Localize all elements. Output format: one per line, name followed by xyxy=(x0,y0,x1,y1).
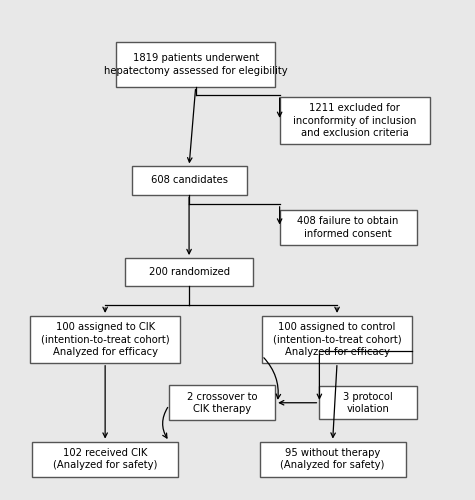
Text: 608 candidates: 608 candidates xyxy=(151,176,228,186)
FancyBboxPatch shape xyxy=(32,442,178,477)
FancyBboxPatch shape xyxy=(280,210,417,245)
FancyBboxPatch shape xyxy=(169,385,275,420)
Text: 200 randomized: 200 randomized xyxy=(149,267,229,277)
FancyBboxPatch shape xyxy=(280,97,430,144)
Text: 3 protocol
violation: 3 protocol violation xyxy=(343,392,393,414)
Text: 408 failure to obtain
informed consent: 408 failure to obtain informed consent xyxy=(297,216,399,238)
Text: 100 assigned to CIK
(intention-to-treat cohort)
Analyzed for efficacy: 100 assigned to CIK (intention-to-treat … xyxy=(41,322,170,356)
FancyBboxPatch shape xyxy=(319,386,417,419)
FancyBboxPatch shape xyxy=(125,258,253,286)
FancyBboxPatch shape xyxy=(260,442,406,477)
FancyBboxPatch shape xyxy=(132,166,247,194)
Text: 100 assigned to control
(intention-to-treat cohort)
Analyzed for efficacy: 100 assigned to control (intention-to-tr… xyxy=(273,322,401,356)
FancyBboxPatch shape xyxy=(116,42,275,86)
Text: 1211 excluded for
inconformity of inclusion
and exclusion criteria: 1211 excluded for inconformity of inclus… xyxy=(293,104,417,138)
FancyBboxPatch shape xyxy=(30,316,180,363)
Text: 95 without therapy
(Analyzed for safety): 95 without therapy (Analyzed for safety) xyxy=(280,448,385,470)
Text: 102 received CIK
(Analyzed for safety): 102 received CIK (Analyzed for safety) xyxy=(53,448,157,470)
Text: 1819 patients underwent
hepatectomy assessed for elegibility: 1819 patients underwent hepatectomy asse… xyxy=(104,53,287,76)
FancyBboxPatch shape xyxy=(262,316,412,363)
Text: 2 crossover to
CIK therapy: 2 crossover to CIK therapy xyxy=(187,392,257,414)
